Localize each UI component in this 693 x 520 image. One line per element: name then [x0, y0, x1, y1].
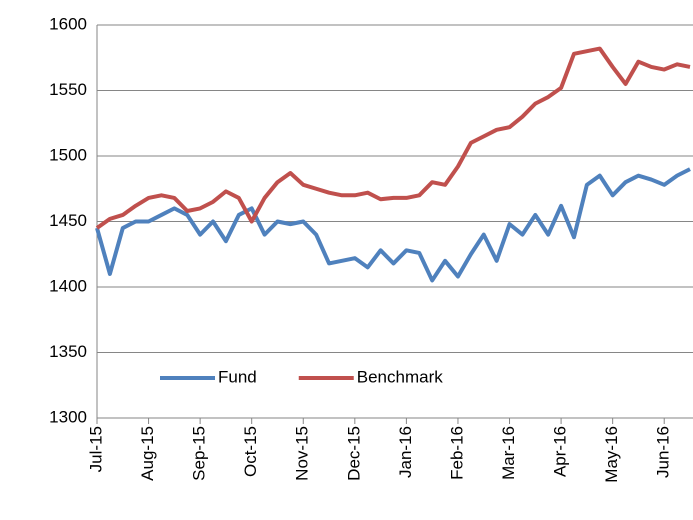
- x-tick-label: Nov-15: [293, 426, 312, 481]
- x-tick-label: Apr-16: [551, 426, 570, 477]
- x-tick-label: Jan-16: [396, 426, 415, 478]
- x-tick-label: Jun-16: [654, 426, 673, 478]
- legend-label: Benchmark: [357, 367, 443, 386]
- x-tick-label: Aug-15: [138, 426, 157, 481]
- series-line: [95, 167, 691, 283]
- legend-label: Fund: [218, 367, 257, 386]
- y-tick-label: 1550: [49, 80, 87, 99]
- y-tick-label: 1450: [49, 211, 87, 230]
- series-line: [95, 46, 691, 230]
- x-tick-label: Mar-16: [499, 426, 518, 480]
- x-tick-label: May-16: [602, 426, 621, 483]
- y-tick-label: 1400: [49, 276, 87, 295]
- x-tick-label: Oct-15: [241, 426, 260, 477]
- x-tick-label: Feb-16: [447, 426, 466, 480]
- y-tick-label: 1350: [49, 342, 87, 361]
- x-tick-label: Jul-15: [86, 426, 105, 472]
- y-tick-label: 1600: [49, 14, 87, 33]
- y-tick-label: 1500: [49, 145, 87, 164]
- x-tick-label: Sep-15: [190, 426, 209, 481]
- x-tick-label: Dec-15: [344, 426, 363, 481]
- y-tick-label: 1300: [49, 407, 87, 426]
